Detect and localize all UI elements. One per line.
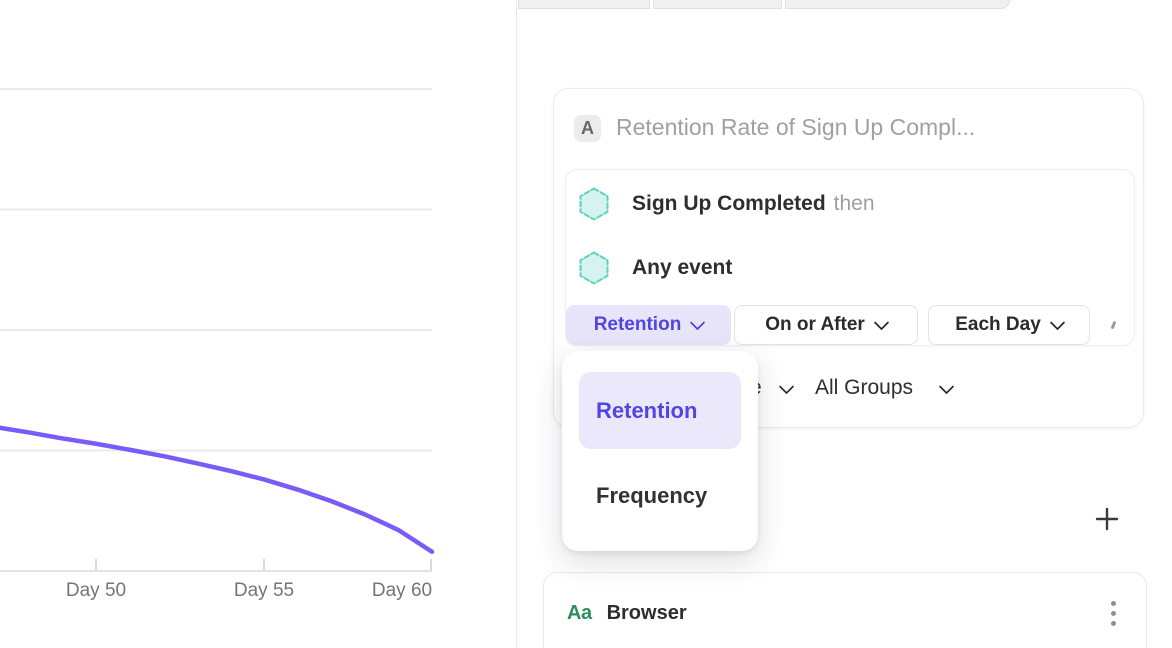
on-or-after-label: On or After [765, 314, 865, 335]
measurement-dropdown-button[interactable]: Retention [566, 305, 731, 345]
retention-chart[interactable] [0, 0, 516, 648]
event-row-second[interactable]: Any event [579, 251, 740, 285]
breakdown-property-name: Browser [606, 601, 687, 624]
on-or-after-dropdown-button[interactable]: On or After [734, 305, 918, 345]
x-axis-label: Day 50 [65, 580, 127, 601]
measurement-dropdown-label: Retention [593, 314, 682, 335]
chart-type-tab-2[interactable] [653, 0, 782, 9]
retention-controls-row: Retention On or After Each Day [566, 305, 1136, 345]
series-badge[interactable]: A [574, 115, 601, 142]
event-connector: then [833, 192, 875, 215]
event-name: Sign Up Completed [632, 192, 826, 215]
series-title-input[interactable]: Retention Rate of Sign Up Compl... [616, 114, 976, 140]
event-steps-card: Sign Up Completed then Any event Retentio… [565, 169, 1135, 346]
chevron-down-icon [690, 314, 706, 330]
chevron-down-icon [1049, 314, 1066, 330]
chevron-down-icon[interactable] [938, 378, 955, 395]
event-hexagon-icon [579, 251, 609, 285]
menu-item-label: Frequency [596, 483, 708, 508]
event-name: Any event [632, 256, 733, 279]
plus-icon [1095, 507, 1119, 531]
add-breakdown-button[interactable] [1091, 503, 1123, 535]
event-row-first[interactable]: Sign Up Completed then [579, 187, 875, 221]
x-axis-label: Day 60 [371, 580, 433, 601]
chevron-down-icon[interactable] [778, 378, 795, 395]
menu-item-retention[interactable]: Retention [579, 372, 741, 449]
retention-chart-panel: Day 50 Day 55 Day 60 [0, 0, 516, 648]
chevron-down-icon [873, 314, 890, 330]
clipped-control-fragment [1110, 320, 1116, 330]
event-hexagon-icon [579, 187, 609, 221]
interval-label: Each Day [955, 314, 1041, 335]
x-axis-label: Day 55 [233, 580, 295, 601]
interval-dropdown-button[interactable]: Each Day [928, 305, 1090, 345]
menu-item-label: Retention [596, 397, 698, 423]
all-groups-dropdown-label[interactable]: All Groups [815, 376, 914, 399]
kebab-menu-icon[interactable] [1107, 597, 1120, 630]
menu-item-frequency[interactable]: Frequency [579, 478, 741, 514]
breakdown-property-card[interactable]: Aa Browser [543, 572, 1147, 648]
string-property-type-icon: Aa [567, 601, 592, 624]
measurement-dropdown-menu: Retention Frequency [562, 351, 758, 551]
query-builder-panel: A Retention Rate of Sign Up Compl... Sig… [516, 0, 1172, 648]
chart-type-tab-3[interactable] [785, 0, 1010, 9]
chart-type-tab-1[interactable] [518, 0, 650, 9]
